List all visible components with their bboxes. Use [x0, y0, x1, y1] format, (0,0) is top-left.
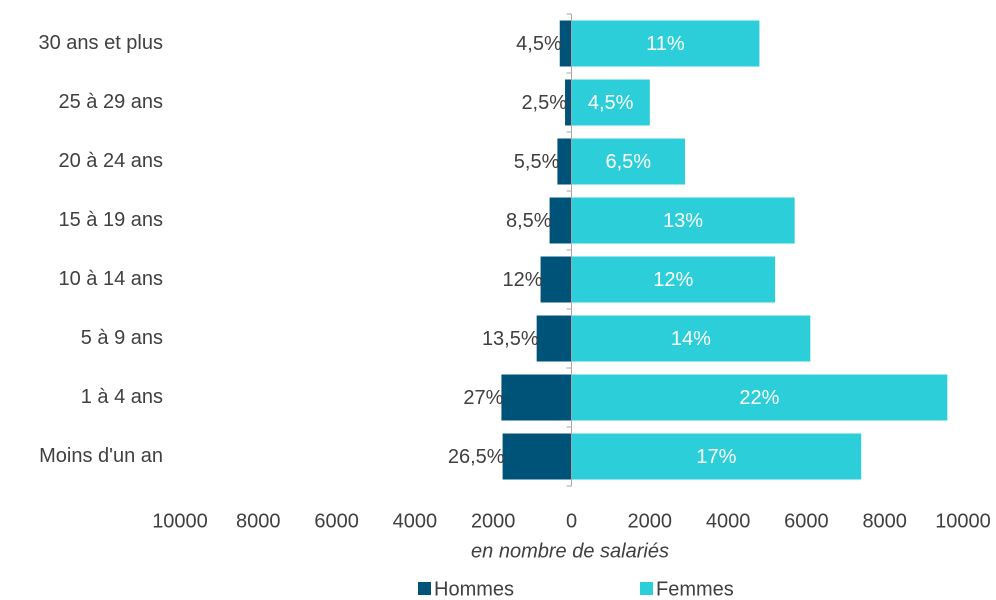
- x-axis-label: en nombre de salariés: [471, 540, 669, 562]
- bar: [571, 374, 948, 421]
- bar: [571, 433, 862, 480]
- bar-label: 4,5%: [516, 33, 562, 55]
- legend-swatch: [640, 582, 653, 595]
- x-tick-label: 8000: [862, 510, 907, 532]
- x-tick-label: 4000: [393, 510, 438, 532]
- bar-label: 5,5%: [514, 151, 560, 173]
- bar-label: 8,5%: [506, 210, 552, 232]
- y-tick-label: 5 à 9 ans: [81, 327, 163, 349]
- x-tick-label: 10000: [935, 510, 991, 532]
- bar-label: 12%: [653, 269, 693, 291]
- x-tick-label: 6000: [314, 510, 359, 532]
- y-tick-label: Moins d'un an: [39, 445, 163, 467]
- y-tick-label: 30 ans et plus: [38, 32, 163, 54]
- x-tick-label: 6000: [784, 510, 829, 532]
- bar: [501, 374, 572, 421]
- bar-label: 17%: [696, 446, 736, 468]
- bar-label: 2,5%: [521, 92, 567, 114]
- bar-label: 26,5%: [448, 446, 505, 468]
- x-tick-label: 4000: [706, 510, 751, 532]
- bar: [540, 256, 572, 303]
- bar: [549, 197, 572, 244]
- bar-label: 22%: [739, 387, 779, 409]
- bar-label: 12%: [503, 269, 543, 291]
- x-tick-label: 10000: [152, 510, 208, 532]
- bar: [571, 315, 811, 362]
- x-tick-label: 2000: [628, 510, 673, 532]
- y-tick-label: 10 à 14 ans: [58, 268, 163, 290]
- bar: [571, 138, 686, 185]
- y-tick-label: 15 à 19 ans: [58, 209, 163, 231]
- bar: [571, 79, 650, 126]
- bar: [536, 315, 572, 362]
- bar-label: 6,5%: [605, 151, 651, 173]
- bar-label: 13%: [663, 210, 703, 232]
- bar: [557, 138, 572, 185]
- y-tick-label: 1 à 4 ans: [81, 386, 163, 408]
- y-tick-label: 20 à 24 ans: [58, 150, 163, 172]
- bar: [565, 79, 572, 126]
- bar-label: 4,5%: [588, 92, 634, 114]
- legend-swatch: [418, 582, 431, 595]
- y-tick-label: 25 à 29 ans: [58, 91, 163, 113]
- x-tick-label: 8000: [236, 510, 281, 532]
- legend-label: Femmes: [656, 578, 734, 600]
- legend-label: Hommes: [434, 578, 514, 600]
- bar: [571, 20, 760, 67]
- x-tick-label: 0: [566, 510, 577, 532]
- bar: [559, 20, 572, 67]
- bar-label: 11%: [646, 33, 685, 55]
- bar-label: 13,5%: [482, 328, 539, 350]
- bar-label: 27%: [463, 387, 503, 409]
- x-tick-label: 2000: [471, 510, 516, 532]
- bar: [571, 197, 795, 244]
- bar: [571, 256, 776, 303]
- bar-label: 14%: [671, 328, 711, 350]
- bar: [502, 433, 572, 480]
